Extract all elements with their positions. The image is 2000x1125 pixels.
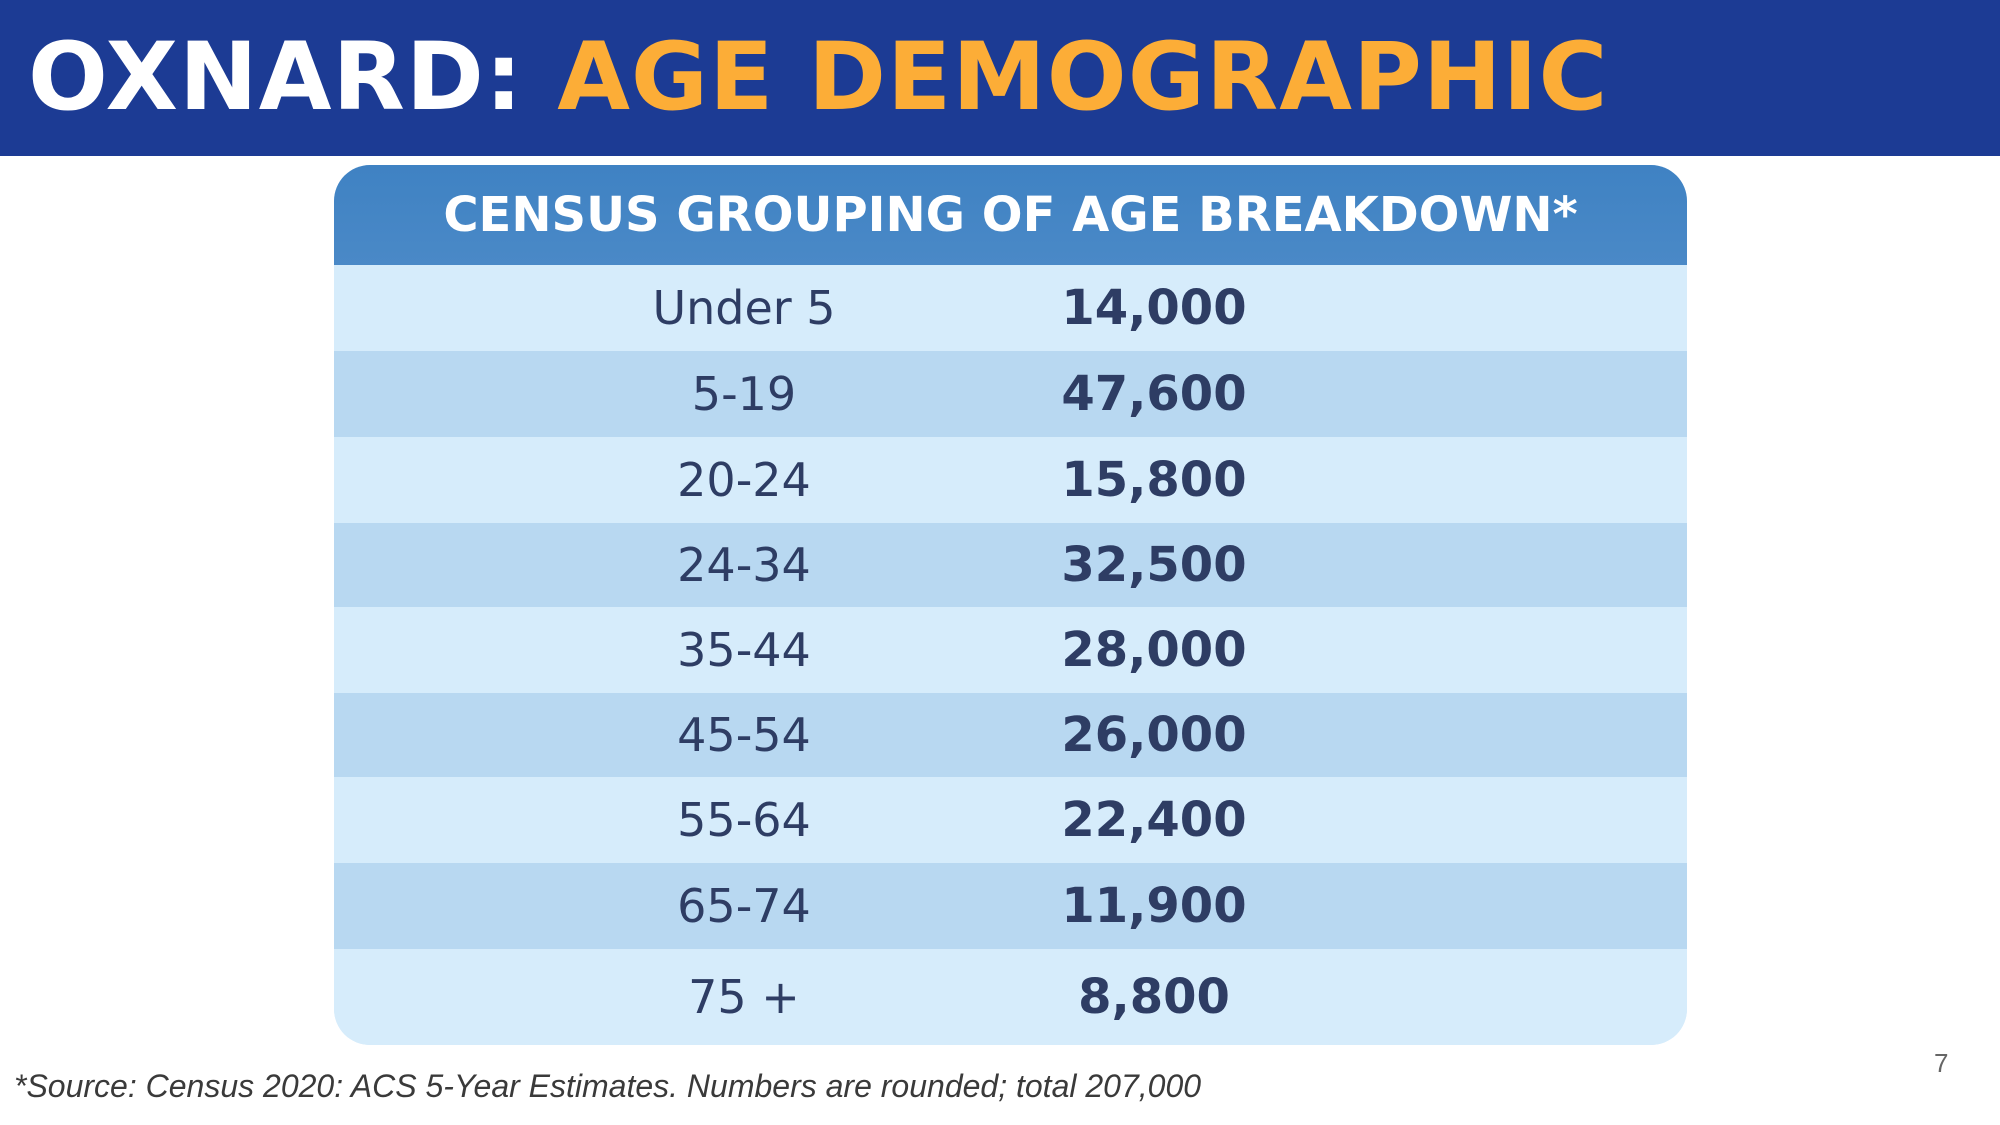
page-title: OXNARD: AGE DEMOGRAPHIC [28,0,1609,156]
table-row: 55-64 22,400 [334,777,1687,863]
age-group-cell: 65-74 [677,879,811,933]
table-row: 5-19 47,600 [334,351,1687,437]
page-number: 7 [1934,1048,1949,1078]
population-cell: 14,000 [1061,280,1247,336]
population-cell: 15,800 [1061,452,1247,508]
age-group-cell: 45-54 [677,708,811,762]
table-row: 65-74 11,900 [334,863,1687,949]
age-group-cell: 35-44 [677,623,811,677]
population-cell: 11,900 [1061,878,1247,934]
age-group-cell: 75 + [688,970,800,1024]
table-body: Under 5 14,000 5-19 47,600 20-24 15,800 … [334,265,1687,1045]
population-cell: 22,400 [1061,792,1247,848]
source-footnote: *Source: Census 2020: ACS 5-Year Estimat… [14,1068,1202,1104]
age-group-cell: 55-64 [677,793,811,847]
population-cell: 8,800 [1078,969,1230,1025]
title-bar: OXNARD: AGE DEMOGRAPHIC [0,0,2000,156]
population-cell: 28,000 [1061,622,1247,678]
age-group-cell: 20-24 [677,453,811,507]
table-row: 45-54 26,000 [334,693,1687,777]
table-row: 75 + 8,800 [334,949,1687,1045]
age-breakdown-table: CENSUS GROUPING OF AGE BREAKDOWN* Under … [334,165,1687,1045]
age-group-cell: Under 5 [652,281,836,335]
age-group-cell: 24-34 [677,538,811,592]
title-prefix: OXNARD: [28,23,524,132]
table-row: 20-24 15,800 [334,437,1687,523]
table-row: 35-44 28,000 [334,607,1687,693]
population-cell: 32,500 [1061,537,1247,593]
title-main: AGE DEMOGRAPHIC [557,23,1609,132]
table-row: 24-34 32,500 [334,523,1687,607]
population-cell: 47,600 [1061,366,1247,422]
population-cell: 26,000 [1061,707,1247,763]
table-header: CENSUS GROUPING OF AGE BREAKDOWN* [334,165,1687,265]
table-row: Under 5 14,000 [334,265,1687,351]
age-group-cell: 5-19 [691,367,797,421]
